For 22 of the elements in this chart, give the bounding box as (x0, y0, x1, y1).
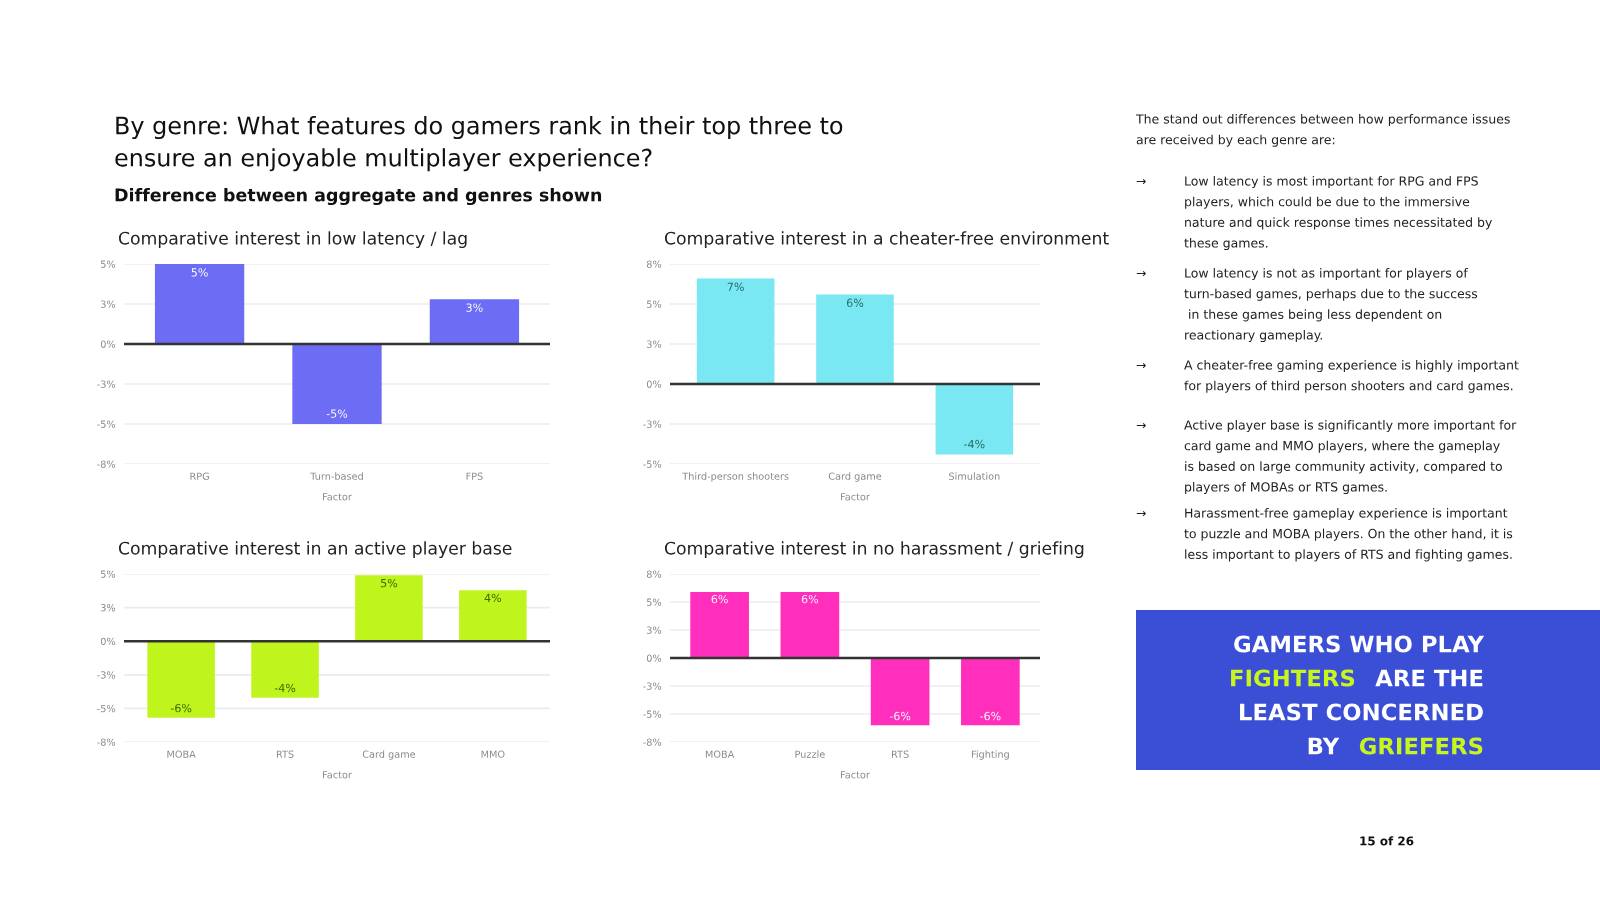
text: ARE THE (1375, 669, 1483, 687)
chart-title: Comparative interest in low latency / lag (118, 231, 467, 248)
text: LEAST CONCERNED (1240, 703, 1483, 721)
text: GRIEFERS (1359, 737, 1483, 755)
bar (429, 299, 520, 344)
bar (154, 264, 245, 344)
chart-title: Comparative interest in no harassment / griefing (664, 541, 1084, 558)
text: By genre: What features do gamers rank in their top three to ensure an enjoyable multiplayer experience? (115, 116, 843, 172)
bar (935, 384, 1014, 455)
bar (816, 294, 894, 384)
text: FIGHTERS (1231, 669, 1355, 687)
bar (147, 641, 215, 718)
text: Difference between aggregate and genres shown (115, 188, 602, 206)
bar (251, 641, 319, 698)
bar (459, 590, 527, 642)
bar (696, 278, 775, 384)
bar (292, 344, 382, 424)
chart-title: Comparative interest in an active player base (118, 541, 512, 558)
text: BY (1308, 737, 1340, 755)
text: GAMERS WHO PLAY (1234, 635, 1485, 653)
bar (355, 575, 423, 642)
chart-title: Comparative interest in a cheater-free environment (664, 231, 1109, 248)
